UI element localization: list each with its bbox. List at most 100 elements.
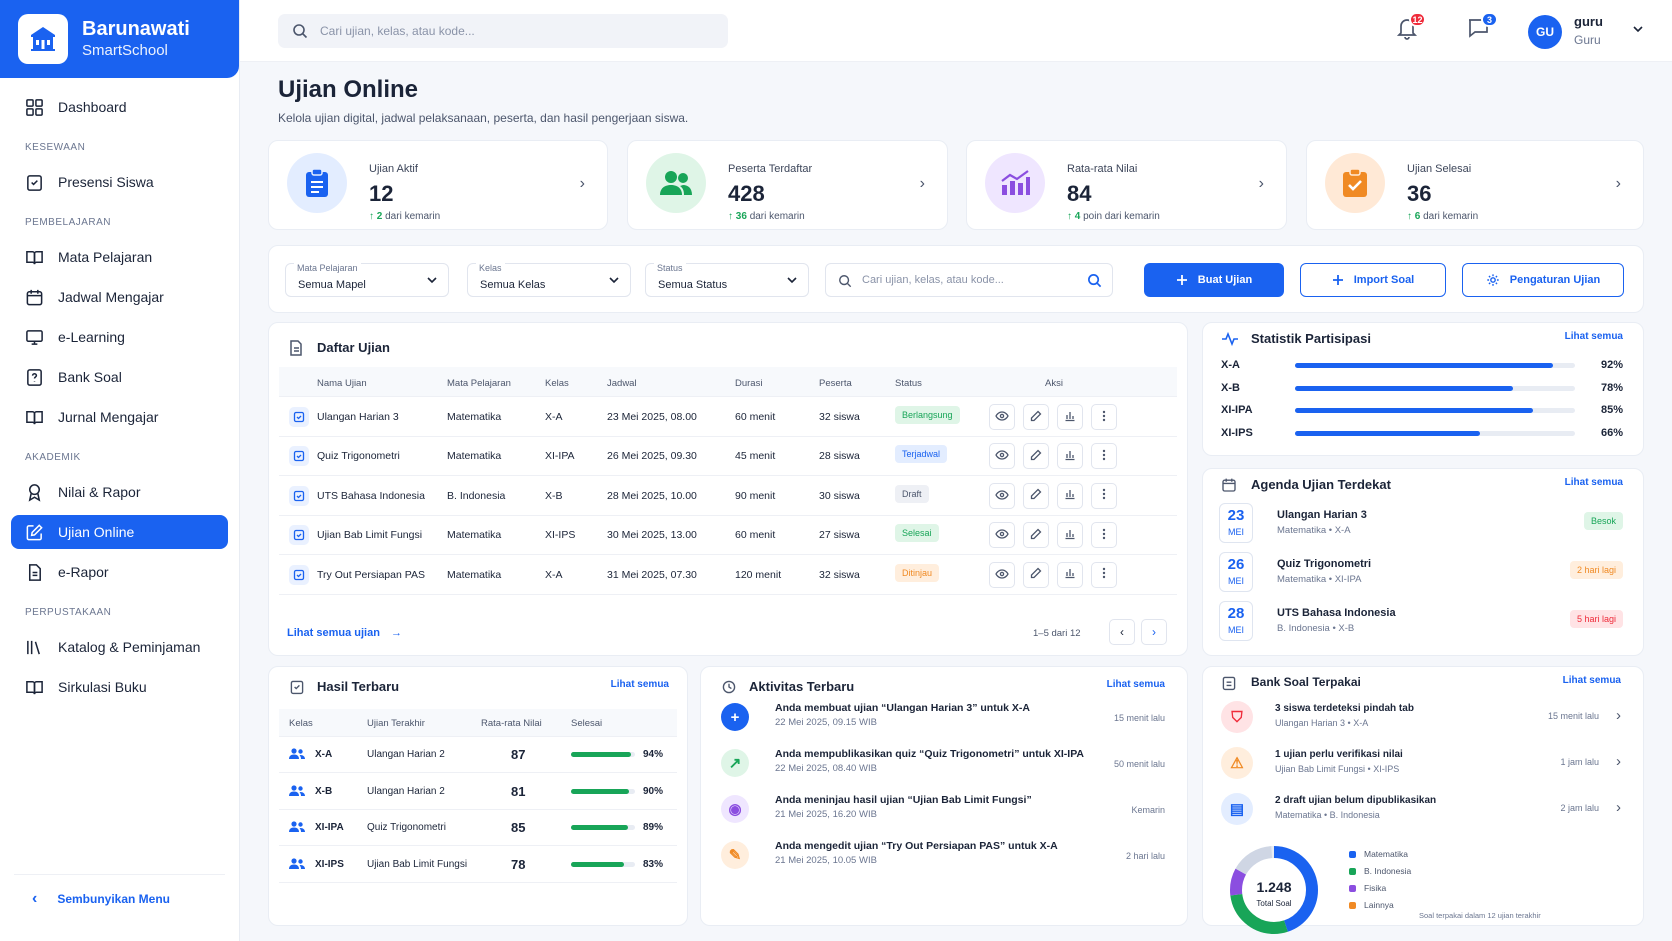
- stat-card-ujian-aktif[interactable]: Ujian Aktif 12 ↑ 2 dari kemarin ›: [268, 140, 608, 230]
- agenda-meta: Matematika • XI-IPA: [1277, 574, 1362, 585]
- hide-menu-button[interactable]: ‹ Sembunyikan Menu: [14, 874, 225, 922]
- table-row[interactable]: Ulangan Harian 3 Matematika X-A 23 Mei 2025…: [279, 397, 1177, 437]
- search-submit-icon[interactable]: [1087, 273, 1102, 288]
- notification-button[interactable]: 12: [1396, 12, 1426, 43]
- more-button[interactable]: [1091, 522, 1117, 549]
- activity-text[interactable]: Anda mempublikasikan quiz “Quiz Trigonom…: [775, 748, 1085, 760]
- alert-text[interactable]: 3 siswa terdeteksi pindah tab: [1275, 703, 1414, 714]
- sidebar-item-jadwal[interactable]: Jadwal Mengajar: [11, 280, 228, 314]
- sidebar-item-katalog[interactable]: Katalog & Peminjaman: [11, 630, 228, 664]
- cell-kelas: X-B: [545, 489, 563, 502]
- table-row[interactable]: XI-IPA Quiz Trigonometri 85 89%: [279, 810, 677, 846]
- stats-button[interactable]: [1057, 404, 1083, 430]
- stats-button[interactable]: [1057, 443, 1083, 470]
- sidebar-item-nilai[interactable]: Nilai & Rapor: [11, 475, 228, 509]
- users-icon: [289, 784, 305, 800]
- view-button[interactable]: [989, 404, 1015, 430]
- more-button[interactable]: [1091, 404, 1117, 430]
- stat-card-rata-nilai[interactable]: Rata-rata Nilai 84 ↑ 4 poin dari kemarin…: [966, 140, 1287, 230]
- mapel-select[interactable]: Mata Pelajaran Semua Mapel: [285, 263, 449, 297]
- chevron-right-icon[interactable]: ›: [1616, 799, 1621, 816]
- more-button[interactable]: [1091, 482, 1117, 509]
- chevron-right-icon[interactable]: ›: [1616, 753, 1621, 770]
- sidebar-item-sirkulasi[interactable]: Sirkulasi Buku: [11, 670, 228, 704]
- book-icon: [26, 250, 43, 264]
- warning-icon: ⚠: [1221, 747, 1253, 779]
- next-page-button[interactable]: ›: [1141, 619, 1167, 645]
- table-row[interactable]: Ujian Bab Limit Fungsi Matematika XI-IPS 30…: [279, 515, 1177, 556]
- hasil-link[interactable]: Lihat semua: [610, 679, 669, 690]
- activity-ago: 2 hari lalu: [1125, 851, 1165, 861]
- edit-button[interactable]: [1023, 443, 1049, 470]
- chevron-down-icon: [609, 277, 619, 284]
- exam-search-input[interactable]: Cari ujian, kelas, atau kode...: [825, 263, 1113, 297]
- cell-nama[interactable]: Ulangan Harian 3: [317, 411, 399, 423]
- chevron-right-icon[interactable]: ›: [1616, 707, 1621, 724]
- activity-text[interactable]: Anda meninjau hasil ujian “Ujian Bab Lim…: [775, 794, 1032, 806]
- edit-button[interactable]: [1023, 482, 1049, 509]
- view-button[interactable]: [989, 482, 1015, 509]
- table-row[interactable]: XI-IPS Ujian Bab Limit Fungsi 78 83%: [279, 847, 677, 883]
- agenda-name[interactable]: Ulangan Harian 3: [1277, 509, 1367, 521]
- cell-nama[interactable]: Try Out Persiapan PAS: [317, 568, 425, 581]
- avatar[interactable]: GU: [1528, 15, 1562, 49]
- agenda-name[interactable]: Quiz Trigonometri: [1277, 558, 1372, 570]
- stat-card-ujian-selesai[interactable]: Ujian Selesai 36 ↑ 6 dari kemarin ›: [1306, 140, 1644, 230]
- more-button[interactable]: [1091, 561, 1117, 588]
- sidebar-item-ujian-online[interactable]: Ujian Online: [11, 515, 228, 549]
- cell-nama[interactable]: Ujian Bab Limit Fungsi: [317, 529, 423, 542]
- activity-text[interactable]: Anda mengedit ujian “Try Out Persiapan P…: [775, 840, 1058, 852]
- sidebar-item-mapel[interactable]: Mata Pelajaran: [11, 240, 228, 274]
- completion-fill: [571, 752, 632, 757]
- stats-button[interactable]: [1057, 522, 1083, 549]
- table-row[interactable]: UTS Bahasa Indonesia B. Indonesia X-B 28 Me…: [279, 476, 1177, 516]
- global-search-input[interactable]: Cari ujian, kelas, atau kode...: [278, 14, 728, 48]
- cell-nama[interactable]: UTS Bahasa Indonesia: [317, 489, 425, 502]
- col-durasi: Durasi: [735, 378, 763, 389]
- aktivitas-link[interactable]: Lihat semua: [1106, 679, 1165, 690]
- cell-mapel: Matematika: [447, 568, 502, 581]
- buat-ujian-button[interactable]: Buat Ujian: [1144, 263, 1284, 297]
- chevron-down-icon[interactable]: [1632, 23, 1644, 38]
- table-row[interactable]: Quiz Trigonometri Matematika XI-IPA 26 Mei …: [279, 436, 1177, 477]
- stat-card-peserta[interactable]: Peserta Terdaftar 428 ↑ 36 dari kemarin …: [627, 140, 948, 230]
- view-button[interactable]: [989, 522, 1015, 549]
- agenda-date: 26 MEI: [1219, 552, 1253, 592]
- import-soal-button[interactable]: Import Soal: [1300, 263, 1446, 297]
- table-row[interactable]: Try Out Persiapan PAS Matematika X-A 31 Mei…: [279, 555, 1177, 595]
- agenda-name[interactable]: UTS Bahasa Indonesia: [1277, 607, 1396, 619]
- lihat-semua-ujian-link[interactable]: Lihat semua ujian →: [287, 627, 402, 639]
- messages-button[interactable]: 3: [1466, 12, 1498, 43]
- prev-page-button[interactable]: ‹: [1109, 619, 1135, 645]
- sidebar-item-banksoal[interactable]: Bank Soal: [11, 360, 228, 394]
- sidebar-item-presensi[interactable]: Presensi Siswa: [11, 165, 228, 199]
- sidebar-item-label: Mata Pelajaran: [58, 249, 153, 265]
- pengaturan-ujian-button[interactable]: Pengaturan Ujian: [1462, 263, 1624, 297]
- sidebar-item-dashboard[interactable]: Dashboard: [11, 90, 228, 124]
- activity-ago: 15 menit lalu: [1113, 713, 1165, 723]
- cell-nama[interactable]: Quiz Trigonometri: [317, 450, 400, 463]
- brand[interactable]: Barunawati SmartSchool: [0, 0, 239, 78]
- banksoal-link[interactable]: Lihat semua: [1562, 675, 1621, 686]
- agenda-link[interactable]: Lihat semua: [1564, 477, 1623, 488]
- statistik-link[interactable]: Lihat semua: [1564, 331, 1623, 342]
- more-button[interactable]: [1091, 443, 1117, 470]
- award-icon: [28, 483, 41, 502]
- activity-text[interactable]: Anda membuat ujian “Ulangan Harian 3” un…: [775, 702, 1030, 714]
- kelas-select[interactable]: Kelas Semua Kelas: [467, 263, 631, 297]
- status-select[interactable]: Status Semua Status: [645, 263, 809, 297]
- alert-text[interactable]: 2 draft ujian belum dipublikasikan: [1275, 795, 1437, 806]
- sidebar-item-erapor[interactable]: e-Rapor: [11, 555, 228, 589]
- table-row[interactable]: X-A Ulangan Harian 2 87 94%: [279, 737, 677, 773]
- table-row[interactable]: X-B Ulangan Harian 2 81 90%: [279, 774, 677, 810]
- alert-text[interactable]: 1 ujian perlu verifikasi nilai: [1275, 749, 1403, 760]
- stats-button[interactable]: [1057, 482, 1083, 509]
- view-button[interactable]: [989, 561, 1015, 588]
- sidebar-item-jurnal[interactable]: Jurnal Mengajar: [11, 400, 228, 434]
- stats-button[interactable]: [1057, 561, 1083, 588]
- sidebar-item-elearning[interactable]: e-Learning: [11, 320, 228, 354]
- edit-button[interactable]: [1023, 561, 1049, 588]
- edit-button[interactable]: [1023, 404, 1049, 430]
- view-button[interactable]: [989, 443, 1015, 470]
- edit-button[interactable]: [1023, 522, 1049, 549]
